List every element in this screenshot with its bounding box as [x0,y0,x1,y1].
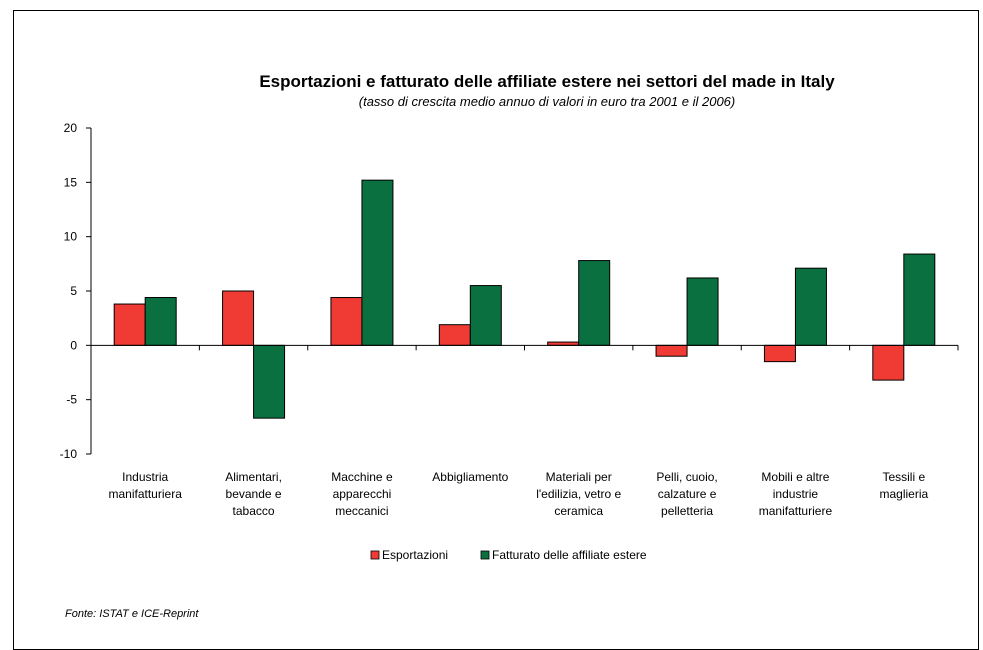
chart-subtitle: (tasso di crescita medio annuo di valori… [359,94,736,109]
bar-fatturato-1 [253,344,286,419]
y-tick-label: 20 [64,121,78,135]
category-label: Alimentari, [225,470,282,484]
bar-fatturato-4 [578,260,611,346]
bar-esportazioni-7 [872,344,905,381]
category-label: Industria [122,470,168,484]
category-label: Pelli, cuoio, [656,470,717,484]
y-axis: 20 15 10 5 0 -5 -10 [60,121,92,461]
category-label: calzature e [658,487,717,501]
category-label: maglieria [879,487,928,501]
y-tick-label: 5 [70,284,77,298]
bar-esportazioni-0 [113,303,146,346]
category-label: Abbigliamento [432,470,508,484]
category-label: Mobili e altre [761,470,829,484]
bar-fatturato-3 [469,285,502,346]
category-label: Materiali per [546,470,612,484]
category-label: ceramica [554,504,603,518]
bar-esportazioni-1 [222,290,255,346]
chart-title: Esportazioni e fatturato delle affiliate… [259,72,835,91]
category-label: Macchine e [331,470,393,484]
category-label: manifatturiere [759,504,833,518]
bar-fatturato-5 [686,277,719,346]
category-label: l'edilizia, vetro e [536,487,621,501]
legend-label: Esportazioni [382,548,448,562]
category-label: manifatturiera [109,487,183,501]
x-axis [90,344,959,351]
category-label: Tessili e [882,470,925,484]
category-label: meccanici [335,504,388,518]
legend: Esportazioni Fatturato delle affiliate es… [370,548,647,562]
y-tick-label: 10 [64,230,78,244]
bars [113,179,936,419]
y-tick-label: -5 [66,393,77,407]
category-label: pelletteria [661,504,713,518]
category-label: apparecchi [333,487,392,501]
y-tick-label: 0 [70,338,77,352]
bar-esportazioni-6 [763,344,796,363]
bar-fatturato-7 [903,253,936,346]
bar-fatturato-0 [144,297,177,346]
y-tick-label: 15 [64,175,78,189]
y-tick-label: -10 [60,447,78,461]
source-note: Fonte: ISTAT e ICE-Reprint [65,608,199,620]
bar-esportazioni-5 [655,344,688,357]
category-label: industrie [773,487,819,501]
legend-swatch [370,550,380,560]
bar-esportazioni-2 [330,297,363,346]
category-label: bevande e [226,487,282,501]
legend-swatch [480,550,490,560]
legend-label: Fatturato delle affiliate estere [492,548,647,562]
category-label: tabacco [233,504,275,518]
bar-esportazioni-3 [438,324,471,346]
category-labels: Industria manifatturiera Alimentari, bevand… [109,470,929,518]
bar-fatturato-6 [794,267,827,346]
bar-fatturato-2 [361,179,394,346]
